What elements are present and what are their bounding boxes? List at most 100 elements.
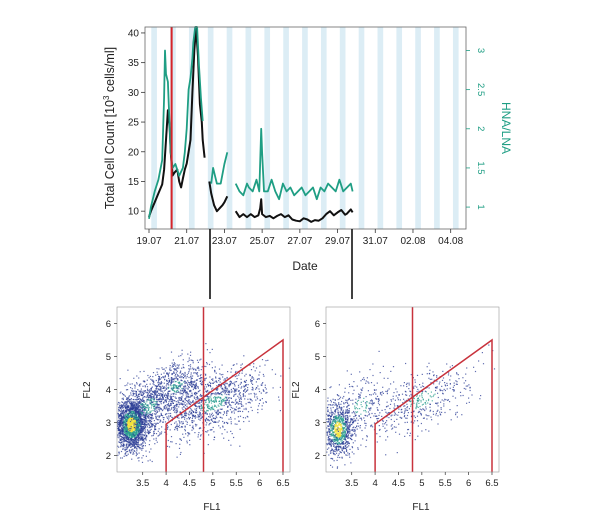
event-point [129,410,131,412]
event-point [327,397,329,399]
event-point [336,459,338,461]
event-point [165,394,167,396]
event-point [152,423,154,425]
event-point [235,381,238,383]
event-point [162,396,164,398]
event-point [330,409,332,411]
event-point [180,411,182,413]
event-point [227,406,229,408]
event-point [136,403,138,405]
event-point [135,432,137,434]
event-point [160,414,163,416]
event-point [211,393,213,395]
event-point [184,407,187,409]
event-point [119,425,121,427]
event-point [143,408,145,410]
event-point [219,377,221,379]
event-point [339,446,341,448]
event-point [205,374,207,376]
event-point [248,420,250,422]
x-tick-label: 25.07 [250,236,275,247]
event-point [165,400,167,402]
event-point [180,451,182,454]
event-point [343,435,345,438]
event-point [191,385,193,387]
event-point [126,436,128,438]
event-point [216,417,218,419]
event-point [154,391,156,393]
event-point [141,415,143,417]
event-point [209,384,211,387]
event-point [141,408,143,410]
event-point [150,396,152,398]
event-point [332,404,334,406]
event-point [139,424,141,426]
event-point [118,446,120,448]
event-point [251,409,253,412]
event-point [131,413,133,415]
event-point [131,450,133,452]
event-point [120,407,122,409]
event-point [132,442,135,444]
event-point [120,412,122,414]
event-point [157,404,159,406]
event-point [234,371,237,374]
event-point [215,376,217,378]
event-point [138,404,140,407]
event-point [219,427,221,429]
event-point [122,437,124,439]
event-point [173,385,175,387]
event-point [198,413,200,415]
event-point [326,448,329,450]
event-point [220,392,222,394]
event-point [222,399,224,401]
event-point [341,437,343,439]
event-point [176,406,178,408]
event-point [337,417,339,419]
event-point [342,418,344,420]
event-point [330,443,332,445]
event-point [213,408,215,410]
event-point [137,411,139,413]
event-point [344,424,346,426]
event-point [135,440,137,442]
event-point [141,421,143,423]
event-point [130,407,132,409]
event-point [240,401,242,403]
event-point [142,427,144,430]
event-point [175,411,177,413]
event-point [152,372,155,374]
event-point [246,415,248,417]
event-point [133,426,135,429]
event-point [242,395,244,398]
event-point [182,373,184,375]
event-point [140,443,142,445]
event-point [142,406,144,408]
event-point [125,409,127,411]
event-point [342,427,345,429]
event-point [185,386,187,388]
event-point [195,383,197,385]
event-point [342,419,344,421]
event-point [128,405,130,407]
event-point [192,420,194,422]
event-point [186,403,188,405]
event-point [329,442,331,444]
event-point [158,377,160,379]
event-point [121,412,123,414]
event-point [212,382,214,384]
event-point [166,399,168,401]
event-point [126,384,128,386]
event-point [129,419,131,421]
event-point [208,363,211,366]
event-point [141,461,144,463]
event-point [238,410,240,412]
event-point [187,385,190,388]
event-point [190,351,192,353]
event-point [330,421,332,423]
y-right-tick-label: 2.5 [475,83,486,96]
event-point [195,394,197,396]
event-point [173,405,175,407]
event-point [126,435,128,437]
event-point [164,399,166,401]
